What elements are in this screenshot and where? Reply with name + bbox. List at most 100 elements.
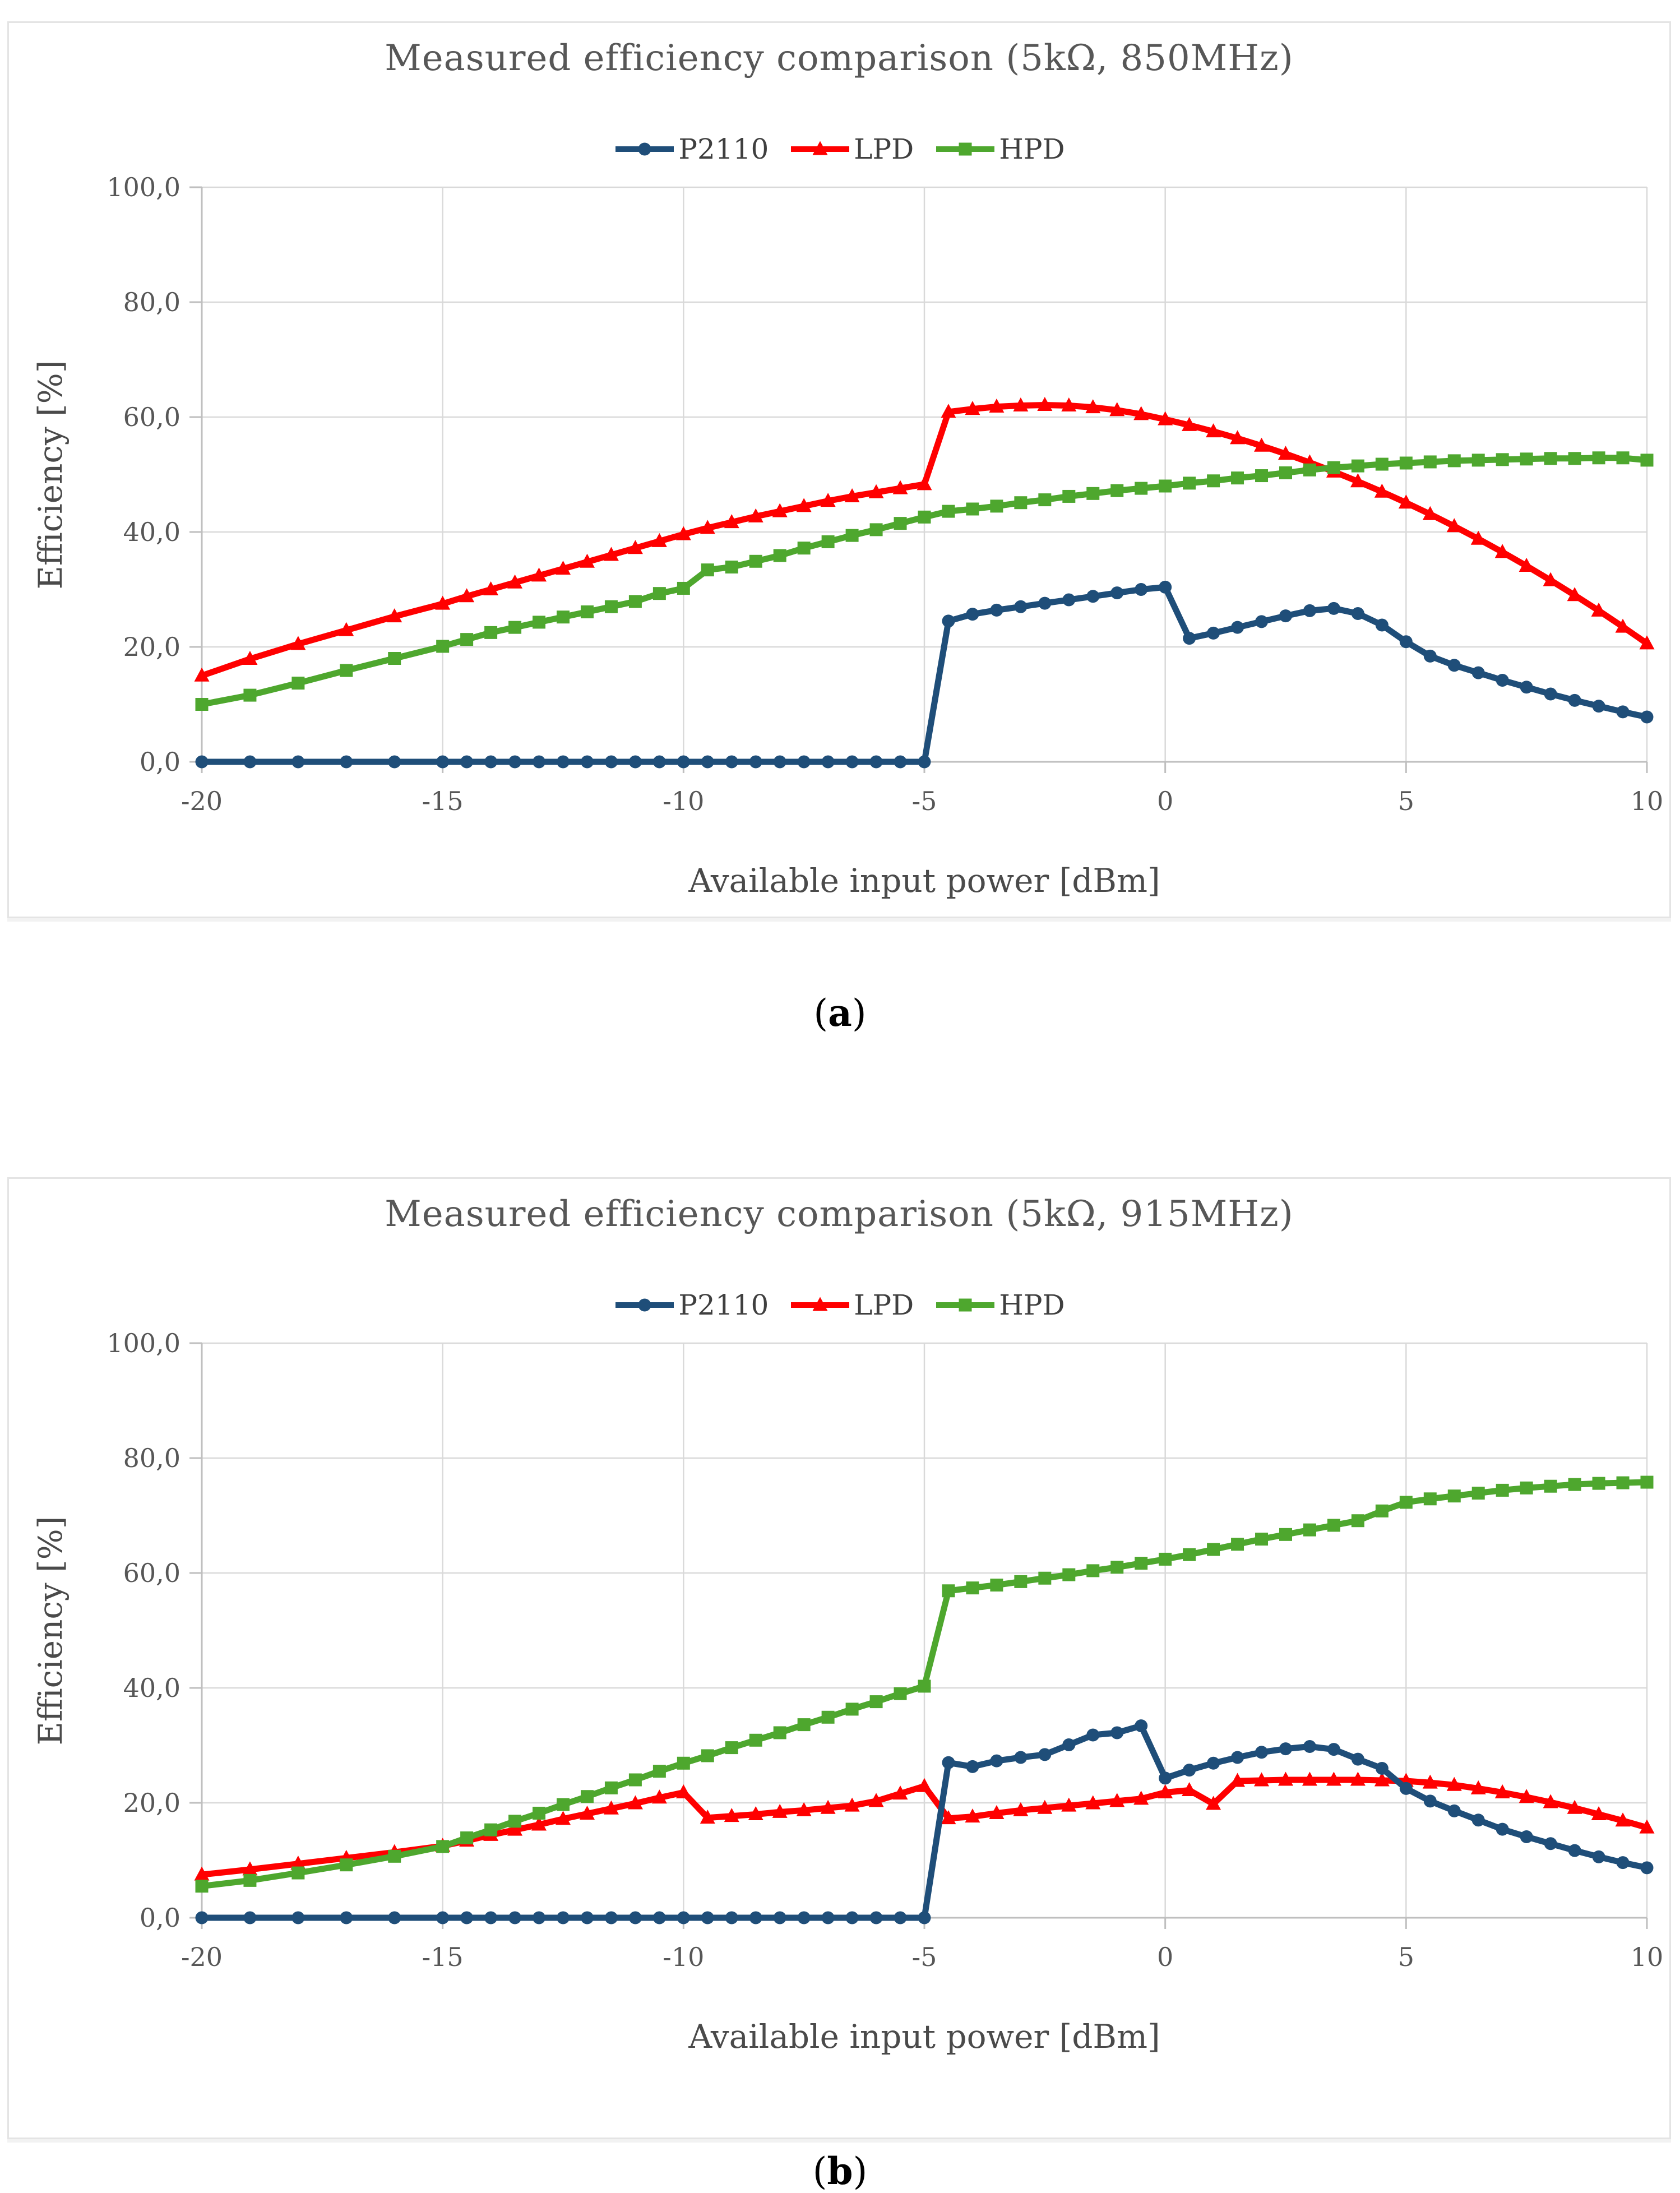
data-point-square bbox=[701, 563, 714, 577]
data-point-triangle bbox=[194, 1866, 210, 1881]
data-point-square bbox=[604, 1781, 618, 1794]
data-point-square bbox=[1255, 1533, 1269, 1546]
data-point-triangle bbox=[892, 480, 908, 494]
data-point-square bbox=[1279, 1528, 1292, 1541]
x-tick-label: -15 bbox=[422, 1942, 464, 1972]
data-point-triangle bbox=[1206, 423, 1221, 438]
data-point-circle bbox=[942, 614, 955, 628]
data-point-triangle bbox=[1639, 1819, 1655, 1834]
data-point-circle bbox=[291, 1911, 305, 1924]
data-point-circle bbox=[533, 1911, 546, 1924]
chart-panel-915mhz: Measured efficiency comparison (5kΩ, 915… bbox=[7, 1177, 1671, 2139]
y-tick-label: 40,0 bbox=[123, 517, 181, 547]
data-point-triangle bbox=[1109, 402, 1125, 417]
data-point-square bbox=[1520, 452, 1533, 466]
data-point-square bbox=[749, 1733, 762, 1747]
data-point-circle bbox=[1447, 1804, 1461, 1817]
data-point-triangle bbox=[1254, 437, 1270, 452]
data-point-triangle bbox=[1109, 1793, 1125, 1807]
series-line-lpd bbox=[198, 402, 1650, 679]
data-point-triangle bbox=[820, 493, 836, 507]
data-point-triangle bbox=[242, 1861, 258, 1876]
data-point-triangle bbox=[1470, 1780, 1486, 1794]
data-point-circle bbox=[1423, 1794, 1437, 1808]
data-point-triangle bbox=[1615, 618, 1631, 633]
data-point-triangle bbox=[1278, 1771, 1293, 1786]
data-point-square bbox=[797, 1718, 811, 1732]
data-point-circle bbox=[1640, 710, 1654, 724]
data-point-square bbox=[1616, 1476, 1630, 1489]
data-point-square bbox=[1520, 1481, 1533, 1495]
x-axis-title: Available input power [dBm] bbox=[688, 862, 1160, 900]
data-point-square bbox=[677, 1756, 690, 1770]
data-point-triangle bbox=[556, 1811, 571, 1825]
data-point-circle bbox=[725, 755, 738, 769]
data-point-square bbox=[1399, 456, 1413, 470]
data-point-square bbox=[1423, 455, 1437, 469]
data-point-square bbox=[1568, 452, 1581, 465]
data-point-circle bbox=[1471, 666, 1485, 679]
data-point-square bbox=[580, 1790, 594, 1803]
data-point-triangle bbox=[290, 1856, 306, 1870]
legend-label: HPD bbox=[999, 1289, 1065, 1321]
data-point-triangle bbox=[868, 484, 884, 498]
data-point-triangle bbox=[820, 1799, 836, 1814]
data-point-triangle bbox=[1013, 1802, 1029, 1816]
data-point-square bbox=[508, 1815, 522, 1828]
legend-label: P2110 bbox=[678, 1289, 769, 1321]
data-point-square bbox=[959, 142, 972, 156]
data-point-square bbox=[1014, 496, 1028, 510]
data-point-circle bbox=[1255, 1746, 1269, 1759]
data-point-square bbox=[1640, 1475, 1654, 1489]
data-point-triangle bbox=[603, 1800, 619, 1815]
data-point-triangle bbox=[917, 476, 932, 491]
data-point-circle bbox=[966, 1760, 979, 1773]
data-point-circle bbox=[773, 1911, 786, 1924]
figure-caption-a: (a) bbox=[0, 991, 1680, 1035]
data-point-square bbox=[990, 499, 1003, 513]
data-point-circle bbox=[1520, 681, 1533, 694]
data-point-square bbox=[1135, 1557, 1148, 1570]
data-point-square bbox=[1279, 466, 1292, 479]
data-point-circle bbox=[1062, 593, 1076, 607]
data-point-triangle bbox=[1133, 406, 1149, 420]
data-point-square bbox=[508, 621, 522, 634]
data-point-triangle bbox=[812, 141, 828, 155]
data-point-circle bbox=[1014, 600, 1028, 613]
data-point-circle bbox=[1496, 673, 1509, 687]
data-point-square bbox=[243, 1873, 257, 1887]
data-point-square bbox=[484, 626, 498, 639]
data-point-square bbox=[1351, 1514, 1364, 1528]
data-point-circle bbox=[1279, 609, 1292, 623]
data-point-circle bbox=[845, 1911, 859, 1924]
data-point-circle bbox=[725, 1911, 738, 1924]
series-hpd bbox=[195, 451, 1654, 711]
data-point-circle bbox=[894, 1911, 907, 1924]
y-tick-label: 20,0 bbox=[123, 1788, 181, 1818]
data-point-circle bbox=[749, 1911, 762, 1924]
data-point-triangle bbox=[1158, 411, 1173, 425]
data-point-triangle bbox=[651, 1789, 667, 1804]
data-point-triangle bbox=[1398, 494, 1414, 509]
data-point-triangle bbox=[1182, 1782, 1197, 1796]
data-point-square bbox=[1375, 1504, 1389, 1517]
data-point-triangle bbox=[1037, 396, 1053, 411]
y-tick-label: 40,0 bbox=[123, 1673, 181, 1703]
data-point-circle bbox=[580, 1911, 594, 1924]
data-point-circle bbox=[1159, 580, 1172, 594]
data-point-triangle bbox=[1254, 1772, 1270, 1787]
data-point-circle bbox=[628, 1911, 642, 1924]
data-point-triangle bbox=[507, 574, 523, 589]
data-point-circle bbox=[388, 1911, 401, 1924]
data-point-square bbox=[1086, 487, 1100, 500]
data-point-circle bbox=[1014, 1751, 1028, 1764]
data-point-circle bbox=[1423, 649, 1437, 663]
data-point-circle bbox=[1207, 1756, 1220, 1770]
data-point-square bbox=[460, 633, 474, 646]
data-point-circle bbox=[1327, 1743, 1340, 1756]
data-point-triangle bbox=[1302, 1771, 1317, 1786]
data-point-circle bbox=[604, 755, 618, 769]
x-tick-label: -15 bbox=[422, 786, 464, 816]
data-point-circle bbox=[1399, 635, 1413, 649]
data-point-square bbox=[942, 505, 955, 518]
